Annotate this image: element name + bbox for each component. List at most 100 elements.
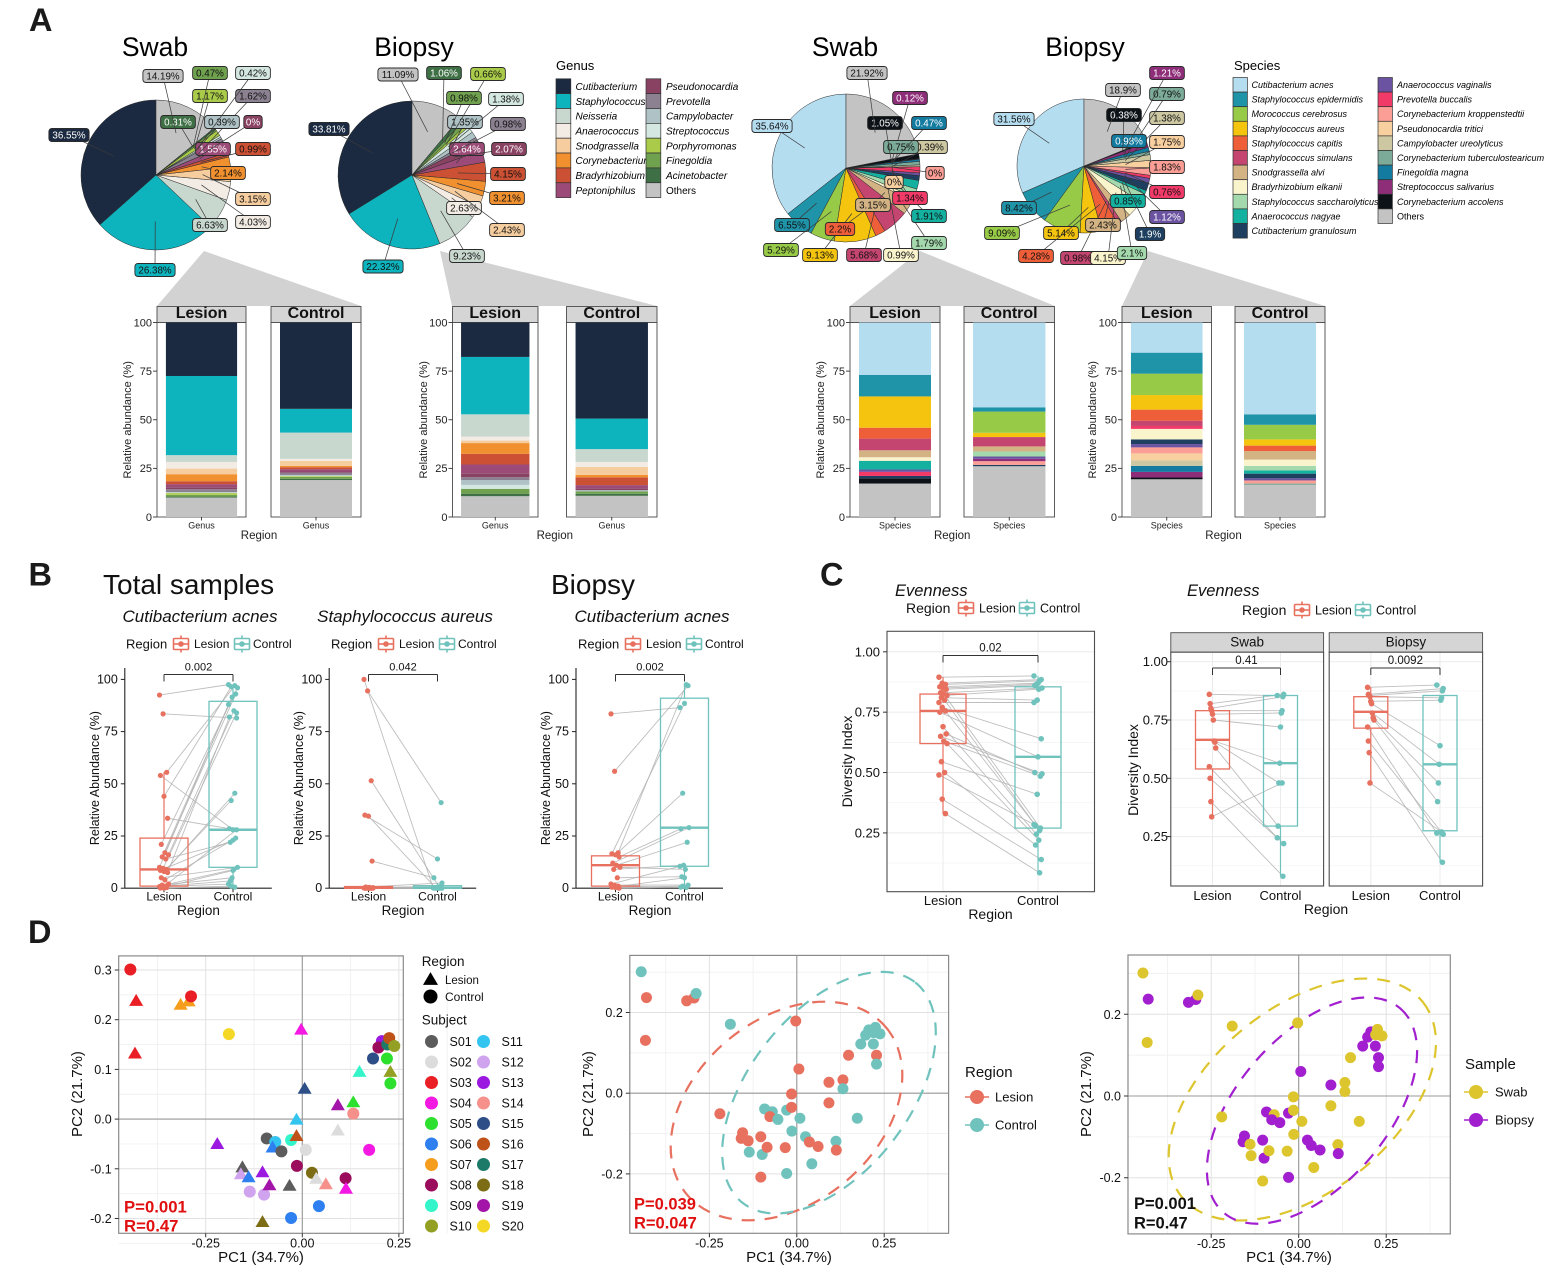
svg-text:Others: Others [1397, 211, 1425, 221]
svg-text:Species: Species [1234, 58, 1281, 73]
svg-text:0.0092: 0.0092 [1388, 655, 1423, 667]
svg-text:Region: Region [382, 903, 425, 918]
svg-text:100: 100 [827, 317, 845, 329]
svg-text:6.55%: 6.55% [778, 221, 806, 232]
svg-text:14.19%: 14.19% [146, 72, 180, 83]
svg-text:Control: Control [995, 1118, 1037, 1133]
svg-text:S16: S16 [502, 1138, 524, 1152]
svg-text:0.002: 0.002 [185, 662, 213, 674]
svg-text:1.12%: 1.12% [1153, 213, 1181, 224]
svg-text:0.0: 0.0 [94, 1113, 111, 1127]
svg-text:0.00: 0.00 [290, 1236, 314, 1250]
svg-text:0.042: 0.042 [389, 662, 417, 674]
svg-text:50: 50 [104, 777, 118, 791]
svg-text:S10: S10 [450, 1220, 472, 1234]
svg-text:S13: S13 [502, 1076, 524, 1090]
svg-text:Control: Control [705, 637, 744, 651]
svg-text:Region: Region [177, 903, 220, 918]
svg-text:0: 0 [839, 512, 845, 524]
svg-text:R=0.047: R=0.047 [634, 1215, 697, 1233]
svg-text:Region: Region [934, 530, 970, 542]
svg-text:-0.2: -0.2 [601, 1167, 623, 1181]
svg-text:Biopsy: Biopsy [1495, 1113, 1535, 1128]
svg-text:2.43%: 2.43% [1089, 221, 1117, 232]
svg-text:1.38%: 1.38% [492, 95, 520, 106]
svg-text:Snodgrassella alvi: Snodgrassella alvi [1252, 168, 1326, 178]
svg-text:1.17%: 1.17% [196, 92, 224, 103]
svg-text:Relative Abundance (%): Relative Abundance (%) [88, 711, 102, 845]
svg-text:-0.2: -0.2 [90, 1212, 112, 1226]
svg-text:Control: Control [1260, 888, 1302, 903]
svg-text:4.03%: 4.03% [239, 218, 267, 229]
svg-text:75: 75 [833, 366, 845, 378]
svg-text:C: C [820, 557, 843, 593]
svg-text:0.2: 0.2 [1104, 1008, 1121, 1022]
svg-text:25: 25 [833, 463, 845, 475]
svg-text:Finegoldia magna: Finegoldia magna [1397, 168, 1469, 178]
svg-text:0.39%: 0.39% [916, 143, 944, 154]
svg-text:9.09%: 9.09% [988, 229, 1016, 240]
svg-text:0.39%: 0.39% [208, 118, 236, 129]
svg-text:Region: Region [331, 637, 372, 652]
svg-text:1.83%: 1.83% [1153, 163, 1181, 174]
svg-text:0.66%: 0.66% [474, 70, 502, 81]
svg-text:9.13%: 9.13% [806, 251, 834, 262]
svg-text:33.81%: 33.81% [312, 125, 346, 136]
svg-text:Lesion: Lesion [1352, 888, 1390, 903]
svg-text:0.79%: 0.79% [1153, 90, 1181, 101]
svg-text:Relative Abundance (%): Relative Abundance (%) [539, 711, 553, 845]
svg-text:2.07%: 2.07% [495, 145, 523, 156]
svg-text:Species: Species [1151, 521, 1184, 531]
svg-text:S20: S20 [502, 1220, 524, 1234]
svg-text:1.35%: 1.35% [451, 118, 479, 129]
svg-text:S19: S19 [502, 1199, 524, 1213]
svg-text:0.00: 0.00 [785, 1236, 809, 1250]
svg-text:1.06%: 1.06% [430, 69, 458, 80]
svg-text:Genus: Genus [556, 58, 595, 73]
svg-text:Region: Region [968, 906, 1012, 922]
svg-text:Region: Region [906, 600, 950, 616]
svg-text:0.98%: 0.98% [1064, 254, 1092, 265]
svg-text:Region: Region [1304, 901, 1348, 917]
svg-text:1.00: 1.00 [1143, 654, 1168, 669]
svg-text:18.9%: 18.9% [1109, 86, 1137, 97]
svg-text:Streptococcus: Streptococcus [666, 127, 729, 138]
svg-text:Lesion: Lesion [869, 305, 921, 322]
svg-text:Control: Control [583, 305, 640, 322]
svg-text:6.63%: 6.63% [196, 221, 224, 232]
svg-text:Relative abundance (%): Relative abundance (%) [122, 361, 134, 478]
svg-text:0.00: 0.00 [1287, 1237, 1311, 1251]
svg-text:Biopsy: Biopsy [374, 32, 454, 62]
svg-text:-0.25: -0.25 [1197, 1237, 1226, 1251]
svg-text:50: 50 [555, 777, 569, 791]
svg-text:Morococcus cerebrosus: Morococcus cerebrosus [1252, 109, 1348, 119]
svg-text:0: 0 [1111, 512, 1117, 524]
svg-text:3.21%: 3.21% [493, 194, 521, 205]
svg-text:Staphylococcus: Staphylococcus [576, 97, 646, 108]
svg-text:Control: Control [445, 990, 484, 1004]
svg-text:Pseudonocardia: Pseudonocardia [666, 82, 739, 93]
svg-text:Region: Region [629, 903, 672, 918]
svg-text:Swab: Swab [812, 32, 878, 62]
svg-text:A: A [29, 2, 52, 38]
svg-text:Region: Region [422, 954, 465, 969]
svg-text:Streptococcus salivarius: Streptococcus salivarius [1397, 182, 1495, 192]
svg-text:Cutibacterium granulosum: Cutibacterium granulosum [1252, 226, 1358, 236]
svg-text:0.25: 0.25 [387, 1236, 411, 1250]
svg-text:3.15%: 3.15% [239, 195, 267, 206]
svg-text:-0.2: -0.2 [1099, 1171, 1121, 1185]
svg-text:S09: S09 [450, 1199, 472, 1213]
svg-text:0: 0 [111, 881, 118, 895]
svg-text:100: 100 [548, 672, 569, 686]
svg-text:0.25: 0.25 [1374, 1237, 1398, 1251]
svg-text:Biopsy: Biopsy [1045, 32, 1125, 62]
svg-text:PC2 (21.7%): PC2 (21.7%) [69, 1051, 86, 1137]
svg-text:Control: Control [214, 890, 253, 904]
svg-text:2.64%: 2.64% [453, 145, 481, 156]
svg-text:100: 100 [429, 317, 447, 329]
svg-text:100: 100 [301, 672, 322, 686]
svg-text:Cutibacterium: Cutibacterium [576, 82, 638, 93]
svg-text:0.98%: 0.98% [450, 94, 478, 105]
svg-text:0.75%: 0.75% [887, 143, 915, 154]
svg-text:0.31%: 0.31% [164, 118, 192, 129]
